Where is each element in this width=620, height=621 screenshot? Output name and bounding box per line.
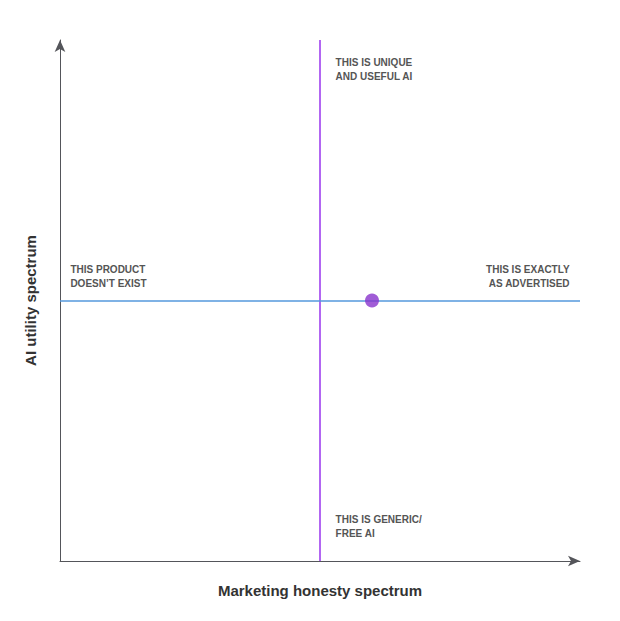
- svg-text:THIS IS UNIQUE: THIS IS UNIQUE: [336, 57, 413, 68]
- svg-text:THIS IS EXACTLY: THIS IS EXACTLY: [486, 264, 570, 275]
- svg-text:DOESN’T EXIST: DOESN’T EXIST: [70, 278, 146, 289]
- svg-text:AND USEFUL AI: AND USEFUL AI: [336, 71, 413, 82]
- svg-text:AS ADVERTISED: AS ADVERTISED: [489, 278, 570, 289]
- svg-text:Marketing honesty spectrum: Marketing honesty spectrum: [218, 582, 422, 599]
- svg-text:THIS IS GENERIC/: THIS IS GENERIC/: [336, 514, 422, 525]
- svg-text:THIS PRODUCT: THIS PRODUCT: [70, 264, 145, 275]
- svg-text:FREE AI: FREE AI: [336, 528, 375, 539]
- svg-text:AI utility spectrum: AI utility spectrum: [22, 235, 39, 366]
